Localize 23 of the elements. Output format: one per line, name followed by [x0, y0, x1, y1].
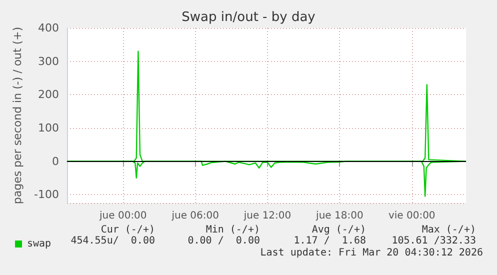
x-tick-label: vie 00:00: [388, 210, 436, 222]
text: 454.55u/ 0.00: [70, 236, 155, 246]
x-tick-label: jue 12:00: [242, 210, 292, 222]
text: Cur (-/+): [100, 224, 155, 236]
x-tick-label: jue 00:00: [98, 210, 147, 222]
y-tick-label: 100: [38, 122, 59, 134]
text: Last update: Fri Mar 20 04:30:12 2026: [260, 248, 483, 258]
chart-title: Swap in/out - by day: [182, 10, 316, 25]
x-tick-label: jue 06:00: [170, 210, 219, 222]
legend-label: swap: [27, 238, 52, 250]
text: Max (-/+): [422, 224, 476, 236]
text: 1.17 / 1.68: [294, 236, 366, 246]
text: Avg (-/+): [312, 224, 366, 236]
y-tick-label: -100: [34, 188, 59, 202]
y-tick-label: 0: [52, 154, 59, 168]
text: Min (-/+): [206, 224, 260, 236]
x-tick-label: jue 18:00: [315, 210, 364, 222]
y-tick-label: 200: [38, 88, 59, 102]
y-axis-title: pages per second in (-) / out (+): [11, 26, 24, 204]
text: 0.00 / 0.00: [188, 236, 260, 246]
y-tick-label: 300: [38, 54, 59, 68]
text: 105.61 /332.33: [392, 236, 476, 246]
y-tick-label: 400: [38, 22, 59, 34]
